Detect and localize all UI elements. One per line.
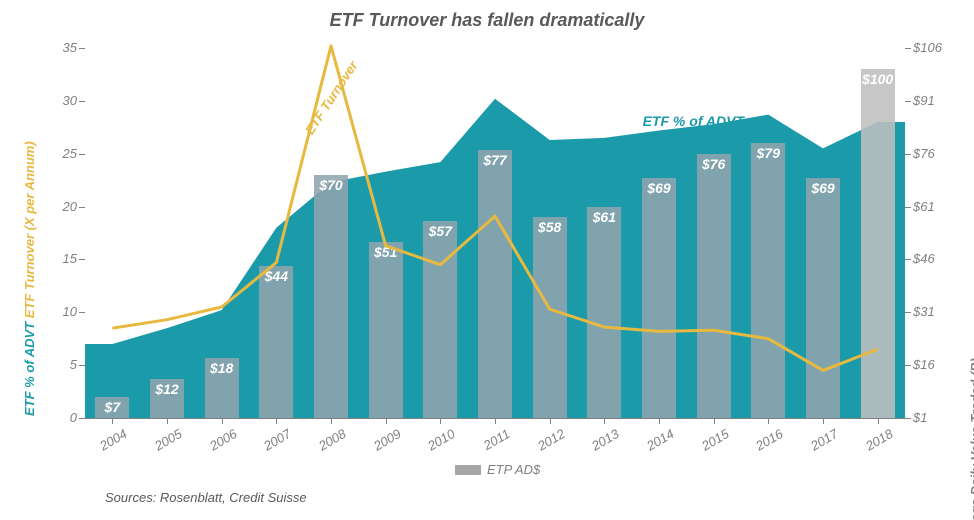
etf-turnover-chart: ETF Turnover has fallen dramatically ETF… <box>0 0 974 520</box>
y-right-tick-mark <box>905 365 911 366</box>
x-tick-mark <box>276 418 277 424</box>
x-tick-mark <box>714 418 715 424</box>
y-right-tick-mark <box>905 418 911 419</box>
x-tick-label: 2018 <box>844 426 895 464</box>
x-tick-mark <box>495 418 496 424</box>
x-tick-mark <box>386 418 387 424</box>
y-right-tick-label: $76 <box>913 146 959 161</box>
y-left-tick-label: 0 <box>49 410 77 425</box>
y-left-tick-mark <box>79 259 85 260</box>
x-tick-label: 2004 <box>79 426 130 464</box>
legend-swatch <box>455 465 481 475</box>
y-right-tick-mark <box>905 154 911 155</box>
y-left-tick-label: 35 <box>49 40 77 55</box>
y-right-tick-label: $91 <box>913 93 959 108</box>
x-tick-mark <box>659 418 660 424</box>
x-tick-label: 2011 <box>462 426 513 464</box>
legend: ETP AD$ <box>455 462 540 477</box>
y-right-axis-label: ETF Average Daily Value Traded (B) <box>968 358 974 520</box>
x-tick-label: 2007 <box>243 426 294 464</box>
x-tick-mark <box>222 418 223 424</box>
y-right-tick-label: $31 <box>913 304 959 319</box>
x-tick-mark <box>878 418 879 424</box>
y-left-tick-label: 10 <box>49 304 77 319</box>
y-right-tick-mark <box>905 259 911 260</box>
x-tick-label: 2013 <box>571 426 622 464</box>
y-right-tick-label: $1 <box>913 410 959 425</box>
y-left-tick-mark <box>79 312 85 313</box>
y-right-tick-label: $16 <box>913 357 959 372</box>
x-tick-label: 2006 <box>188 426 239 464</box>
x-tick-label: 2009 <box>352 426 403 464</box>
x-tick-mark <box>768 418 769 424</box>
y-left-tick-mark <box>79 365 85 366</box>
y-left-tick-label: 15 <box>49 251 77 266</box>
x-tick-mark <box>823 418 824 424</box>
y-left-tick-mark <box>79 418 85 419</box>
x-tick-mark <box>112 418 113 424</box>
y-left-tick-label: 5 <box>49 357 77 372</box>
y-right-tick-label: $46 <box>913 251 959 266</box>
turnover-line-series <box>85 48 905 418</box>
x-tick-label: 2016 <box>735 426 786 464</box>
x-tick-mark <box>167 418 168 424</box>
source-text: Sources: Rosenblatt, Credit Suisse <box>105 490 307 505</box>
x-tick-label: 2014 <box>626 426 677 464</box>
legend-label: ETP AD$ <box>487 462 540 477</box>
y-left-axis-label: ETF % of ADVT ETF Turnover (X per Annum) <box>22 141 37 416</box>
y-left-tick-label: 20 <box>49 199 77 214</box>
x-tick-mark <box>604 418 605 424</box>
x-tick-label: 2010 <box>407 426 458 464</box>
y-right-tick-label: $106 <box>913 40 959 55</box>
y-right-tick-mark <box>905 207 911 208</box>
x-tick-label: 2008 <box>298 426 349 464</box>
y-right-tick-mark <box>905 312 911 313</box>
y-left-tick-mark <box>79 48 85 49</box>
y-left-tick-mark <box>79 154 85 155</box>
x-tick-label: 2015 <box>680 426 731 464</box>
plot-area: $7$12$18$44$70$51$57$77$58$61$69$76$79$6… <box>85 48 905 418</box>
advt-annotation: ETF % of ADVT <box>643 113 744 129</box>
y-right-tick-mark <box>905 48 911 49</box>
x-tick-label: 2012 <box>516 426 567 464</box>
y-left-tick-label: 25 <box>49 146 77 161</box>
x-tick-label: 2017 <box>790 426 841 464</box>
x-tick-mark <box>550 418 551 424</box>
y-left-tick-mark <box>79 101 85 102</box>
x-tick-mark <box>331 418 332 424</box>
x-tick-mark <box>440 418 441 424</box>
x-tick-label: 2005 <box>134 426 185 464</box>
chart-title: ETF Turnover has fallen dramatically <box>0 10 974 31</box>
y-left-tick-label: 30 <box>49 93 77 108</box>
y-left-tick-mark <box>79 207 85 208</box>
y-right-tick-label: $61 <box>913 199 959 214</box>
y-right-tick-mark <box>905 101 911 102</box>
